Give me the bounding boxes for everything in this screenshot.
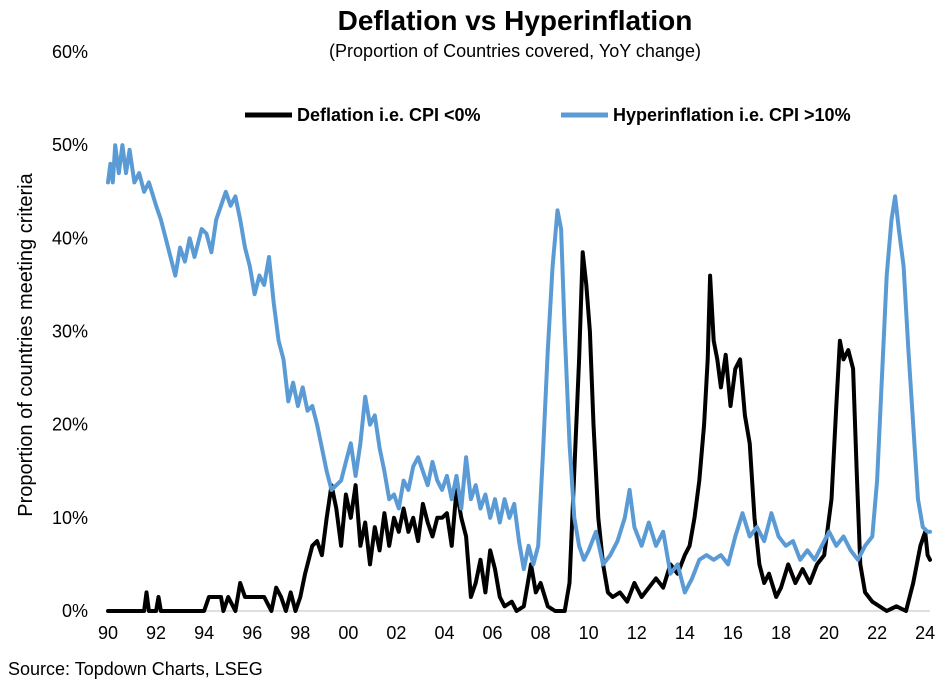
series-line-deflation: [106, 250, 932, 613]
x-tick-label: 08: [531, 623, 551, 643]
x-tick-label: 96: [242, 623, 262, 643]
x-tick-label: 94: [194, 623, 214, 643]
x-tick-label: 14: [675, 623, 695, 643]
chart-subtitle: (Proportion of Countries covered, YoY ch…: [329, 41, 701, 61]
y-tick-label: 20%: [52, 415, 88, 435]
y-tick-label: 40%: [52, 228, 88, 248]
x-tick-label: 10: [579, 623, 599, 643]
y-tick-label: 10%: [52, 508, 88, 528]
x-tick-label: 22: [867, 623, 887, 643]
y-axis-label: Proportion of countries meeting criteria: [15, 172, 37, 516]
x-axis-ticks: 90 92 94 96 98 00 02 04 06 08 10 12 14 16 18 20 22 24: [98, 623, 935, 643]
y-tick-label: 60%: [52, 42, 88, 62]
x-tick-label: 12: [627, 623, 647, 643]
x-tick-label: 16: [723, 623, 743, 643]
x-tick-label: 00: [338, 623, 358, 643]
x-tick-label: 24: [915, 623, 935, 643]
x-tick-label: 06: [483, 623, 503, 643]
legend-label-deflation: Deflation i.e. CPI <0%: [297, 105, 481, 125]
y-tick-label: 50%: [52, 135, 88, 155]
x-tick-label: 04: [434, 623, 454, 643]
x-tick-label: 98: [290, 623, 310, 643]
y-axis-ticks: 0% 10% 20% 30% 40% 50% 60%: [52, 42, 88, 621]
x-tick-label: 20: [819, 623, 839, 643]
legend: Deflation i.e. CPI <0% Hyperinflation i.…: [245, 105, 851, 125]
source-note: Source: Topdown Charts, LSEG: [8, 659, 263, 679]
x-tick-label: 02: [386, 623, 406, 643]
y-tick-label: 30%: [52, 322, 88, 342]
y-tick-label: 0%: [62, 601, 88, 621]
x-tick-label: 90: [98, 623, 118, 643]
x-tick-label: 18: [771, 623, 791, 643]
series-lines: [106, 143, 932, 613]
chart-title: Deflation vs Hyperinflation: [338, 5, 693, 36]
x-tick-label: 92: [146, 623, 166, 643]
series-line-hyperinflation: [106, 143, 932, 595]
legend-label-hyperinflation: Hyperinflation i.e. CPI >10%: [613, 105, 851, 125]
